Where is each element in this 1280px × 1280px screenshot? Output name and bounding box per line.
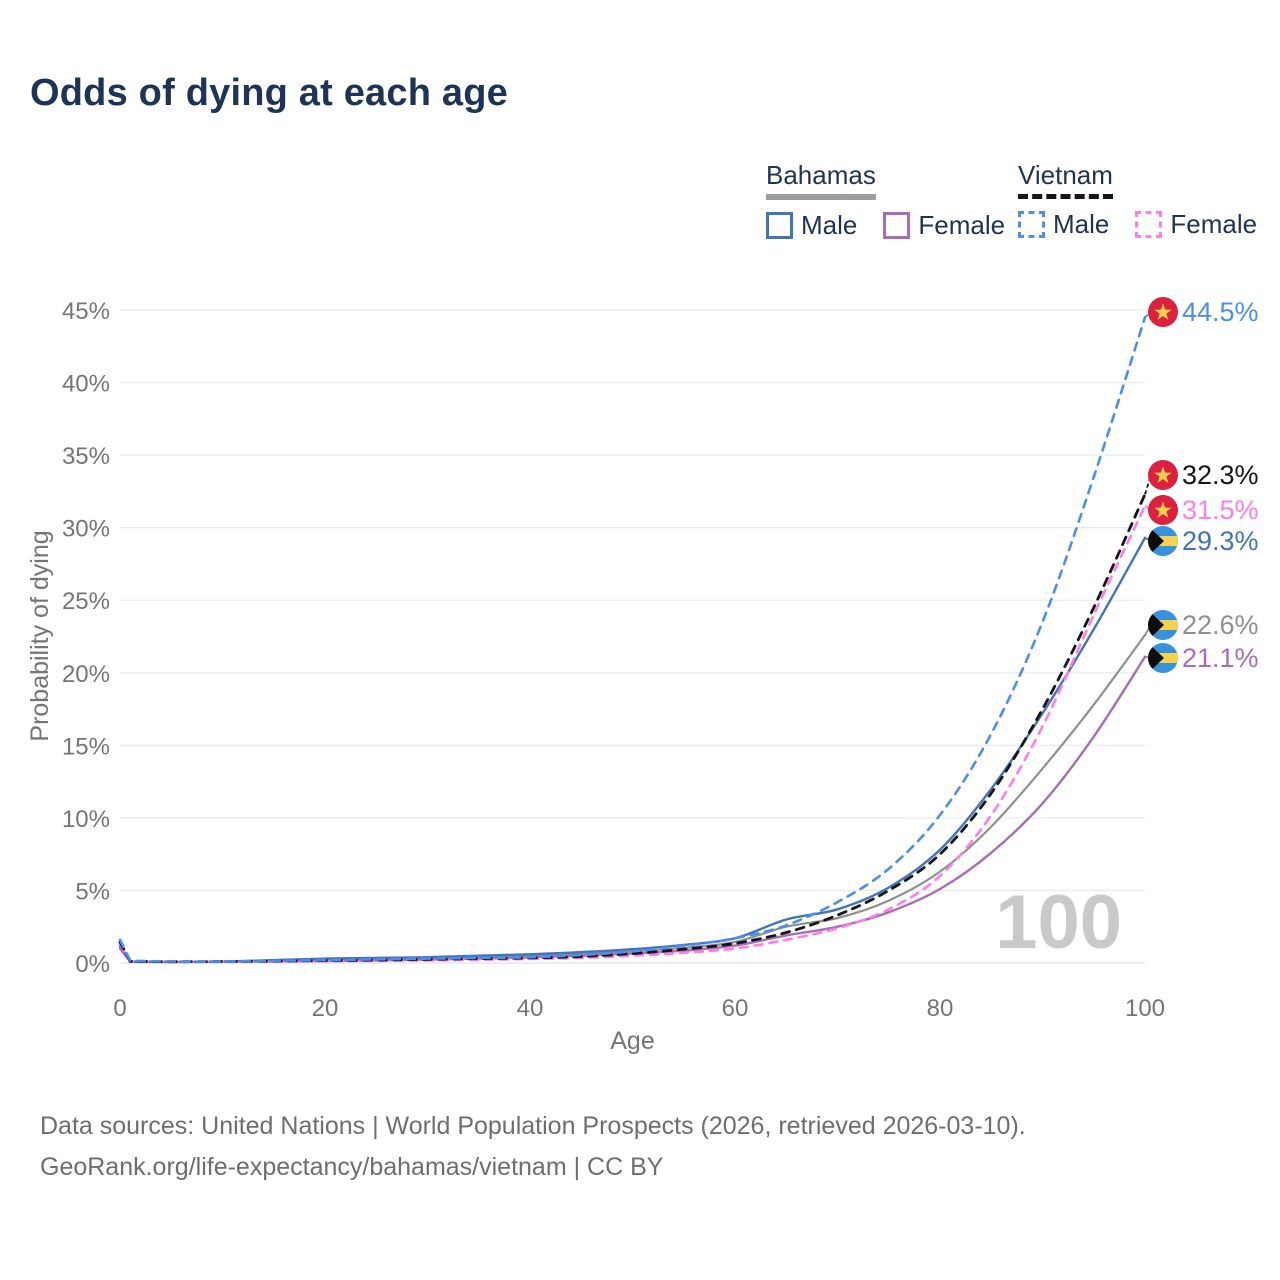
y-tick-label: 30% [62, 516, 110, 543]
y-tick-label: 25% [62, 588, 110, 615]
series-line-vn-female[interactable] [118, 504, 1147, 964]
series-line-bs-male[interactable] [118, 536, 1147, 964]
y-tick-label: 0% [75, 951, 110, 978]
end-value-label-vn-female: 31.5% [1182, 495, 1259, 525]
vietnam-female-swatch-icon [1135, 211, 1163, 238]
legend-item-label: Female [1170, 209, 1258, 239]
series-line-bs-all[interactable] [118, 633, 1147, 964]
legend-country-bahamas[interactable]: Bahamas [766, 160, 876, 200]
legend-item-label: Female [918, 210, 1006, 240]
bahamas-flag-icon [1148, 526, 1178, 556]
data-sources-text: Data sources: United Nations | World Pop… [40, 1112, 1026, 1140]
legend-item-vietnam-female[interactable]: Female [1135, 209, 1257, 240]
end-value-label-bs-male: 29.3% [1182, 526, 1259, 556]
y-tick-label: 40% [62, 371, 110, 398]
y-tick-label: 20% [62, 661, 110, 688]
legend-country-vietnam[interactable]: Vietnam [1018, 160, 1113, 199]
vietnam-male-swatch-icon [1018, 211, 1045, 238]
attribution-text: GeoRank.org/life-expectancy/bahamas/viet… [40, 1153, 664, 1181]
y-tick-label: 5% [75, 878, 110, 905]
series-line-vn-male[interactable] [118, 316, 1147, 963]
legend-group-bahamas: Bahamas Male Female [766, 160, 1005, 241]
y-tick-label: 45% [62, 298, 110, 325]
end-value-label-bs-female: 21.1% [1182, 643, 1259, 673]
legend-item-vietnam-male[interactable]: Male [1018, 209, 1109, 240]
legend-group-vietnam: Vietnam Male Female [1018, 160, 1257, 240]
bahamas-female-swatch-icon [883, 212, 911, 239]
chart-footer: Data sources: United Nations | World Pop… [40, 1106, 1026, 1188]
x-tick-label: 60 [722, 995, 749, 1022]
series-line-vn-all[interactable] [118, 492, 1147, 964]
series-line-bs-female[interactable] [118, 655, 1147, 964]
end-value-label-bs-all: 22.6% [1182, 610, 1259, 640]
y-axis-title: Probability of dying [26, 530, 54, 741]
legend-item-label: Male [1053, 209, 1110, 239]
x-tick-label: 20 [312, 995, 339, 1022]
end-value-label-vn-all: 32.3% [1182, 460, 1259, 490]
age-watermark: 100 [995, 880, 1122, 965]
x-tick-label: 40 [517, 995, 544, 1022]
y-tick-label: 35% [62, 443, 110, 470]
vietnam-flag-icon [1148, 460, 1178, 490]
x-tick-label: 100 [1125, 995, 1165, 1022]
legend-item-bahamas-male[interactable]: Male [766, 210, 857, 241]
x-axis-title: Age [610, 1027, 654, 1055]
x-tick-label: 80 [927, 995, 954, 1022]
legend-item-bahamas-female[interactable]: Female [883, 210, 1005, 241]
y-tick-label: 15% [62, 733, 110, 760]
bahamas-male-swatch-icon [766, 212, 793, 239]
legend-item-label: Male [801, 210, 858, 240]
page-title: Odds of dying at each age [30, 72, 508, 114]
vietnam-flag-icon [1148, 297, 1178, 327]
end-value-label-vn-male: 44.5% [1182, 297, 1259, 327]
y-tick-label: 10% [62, 806, 110, 833]
bahamas-flag-icon [1148, 643, 1178, 673]
x-tick-label: 0 [113, 995, 126, 1022]
legend: Bahamas Male Female Vietnam Male Female [0, 160, 1280, 250]
vietnam-flag-icon [1148, 495, 1178, 525]
bahamas-flag-icon [1148, 610, 1178, 640]
